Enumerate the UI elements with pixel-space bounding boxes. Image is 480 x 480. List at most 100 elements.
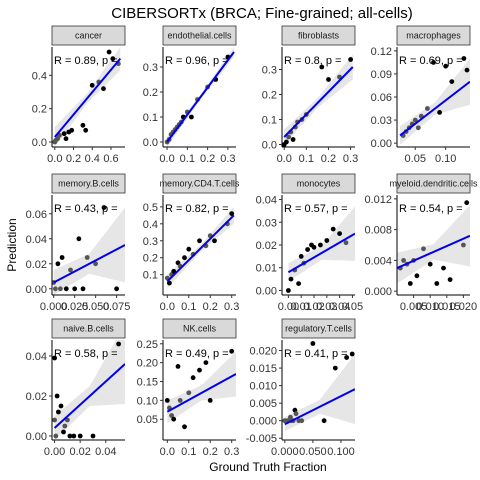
- data-point: [58, 286, 63, 291]
- correlation-annotation: R = 0.57, p =: [284, 203, 348, 215]
- data-point: [448, 277, 453, 282]
- correlation-annotation: R = 0.8, p =: [284, 55, 341, 67]
- plot-area: R = 0.69, p =: [399, 55, 470, 145]
- y-tick-label: 0.06: [371, 92, 392, 104]
- data-point: [348, 57, 353, 62]
- plot-area: R = 0.57, p =: [284, 203, 355, 293]
- x-tick-label: 0.0: [277, 153, 292, 165]
- x-axis-title: Ground Truth Fraction: [209, 460, 326, 474]
- data-point: [299, 418, 304, 423]
- data-point: [331, 227, 336, 232]
- data-point: [62, 424, 67, 429]
- panel-memory.CD4.T.cells: memory.CD4.T.cells R = 0.82, p = 0.1 0.2 0.3…: [143, 174, 240, 313]
- data-point: [311, 341, 316, 346]
- panel-memory.B.cells: memory.B.cells R = 0.43, p = 0.00 0.02 0.04 0…: [26, 174, 131, 313]
- data-point: [71, 434, 76, 439]
- data-point: [182, 255, 187, 260]
- plot-area: R = 0.43, p =: [51, 203, 125, 295]
- plot-area: R = 0.54, p =: [397, 200, 470, 286]
- data-point: [107, 50, 112, 55]
- y-tick-label: 0.2: [32, 104, 47, 116]
- panel-monocytes: monocytesR = 0.57, p =0.000.010.020.030.…: [256, 174, 364, 313]
- panel-strip-label: endothelial.cells: [167, 31, 232, 41]
- data-point: [294, 411, 299, 416]
- y-tick-label: 0.1: [143, 270, 158, 282]
- y-tick-label: 0.4: [32, 70, 47, 82]
- data-point: [333, 366, 338, 371]
- y-tick-label: 0.00: [371, 138, 392, 150]
- y-tick-label: 0.00: [26, 431, 47, 443]
- panel-strip-label: macrophages: [406, 31, 461, 41]
- y-tick-label: 0.02: [26, 259, 47, 271]
- x-tick-label: 0.1: [181, 446, 196, 458]
- data-point: [83, 128, 88, 133]
- data-point: [229, 349, 234, 354]
- y-tick-label: 0.000: [364, 286, 392, 298]
- panel-strip-label: naive.B.cells: [63, 324, 114, 334]
- panel-strip-label: fibroblasts: [298, 31, 340, 41]
- y-tick-label: 0.03: [256, 217, 277, 229]
- x-tick-label: 0.000: [271, 446, 299, 458]
- correlation-annotation: R = 0.89, p =: [54, 55, 118, 67]
- x-tick-label: 0.0: [160, 446, 175, 458]
- plot-area: R = 0.96, p =: [165, 47, 234, 147]
- y-tick-label: 0.020: [249, 346, 277, 358]
- correlation-annotation: R = 0.41, p =: [284, 348, 348, 360]
- plot-area: R = 0.49, p =: [165, 348, 236, 429]
- data-point: [72, 286, 77, 291]
- y-tick-label: 0.3: [143, 62, 158, 74]
- x-tick-label: 0.1: [181, 301, 196, 313]
- y-tick-label: 0.09: [371, 69, 392, 81]
- data-point: [416, 125, 421, 130]
- y-tick-label: 0.0: [262, 140, 277, 152]
- confidence-band: [284, 55, 353, 145]
- data-point: [465, 68, 470, 73]
- regression-line: [284, 67, 353, 137]
- confidence-band: [400, 59, 470, 145]
- regression-line: [167, 215, 234, 281]
- data-point: [60, 255, 65, 260]
- data-point: [286, 288, 291, 293]
- x-tick-label: 0.2: [200, 153, 215, 165]
- data-point: [197, 368, 202, 373]
- data-point: [421, 246, 426, 251]
- x-tick-label: 0.02: [69, 446, 90, 458]
- data-point: [114, 286, 119, 291]
- data-point: [101, 86, 106, 91]
- data-point: [441, 266, 446, 271]
- confidence-band: [55, 324, 125, 440]
- y-tick-label: 0.03: [371, 115, 392, 127]
- y-tick-label: 0.2: [262, 90, 277, 102]
- data-point: [464, 200, 469, 205]
- y-tick-label: 0.25: [137, 339, 158, 351]
- data-point: [90, 83, 95, 88]
- data-point: [171, 417, 176, 422]
- data-point: [53, 434, 58, 439]
- x-tick-label: 0.05: [342, 301, 363, 313]
- data-point: [434, 281, 439, 286]
- y-tick-label: 0.12: [371, 46, 392, 58]
- x-tick-label: 0.10: [435, 153, 456, 165]
- y-tick-label: 0.2: [143, 87, 158, 99]
- data-point: [337, 231, 342, 236]
- correlation-annotation: R = 0.58, p =: [54, 348, 118, 360]
- y-tick-label: 0.20: [137, 358, 158, 370]
- y-tick-label: 0.00: [26, 284, 47, 296]
- x-tick-label: 0.4: [85, 153, 100, 165]
- regression-line: [400, 82, 470, 136]
- data-point: [61, 430, 66, 435]
- plot-area: R = 0.82, p =: [165, 203, 234, 288]
- data-point: [186, 390, 191, 395]
- plot-area: R = 0.41, p =: [282, 341, 355, 431]
- y-tick-label: 0.01: [256, 263, 277, 275]
- y-tick-label: 0.05: [137, 414, 158, 426]
- x-tick-label: 0.6: [103, 153, 118, 165]
- data-point: [91, 434, 96, 439]
- panel-strip-label: monocytes: [297, 179, 341, 189]
- data-point: [437, 110, 442, 115]
- panel-strip-label: regulatory.T.cells: [285, 324, 352, 334]
- y-tick-label: 0.0: [32, 137, 47, 149]
- correlation-annotation: R = 0.96, p =: [165, 55, 229, 67]
